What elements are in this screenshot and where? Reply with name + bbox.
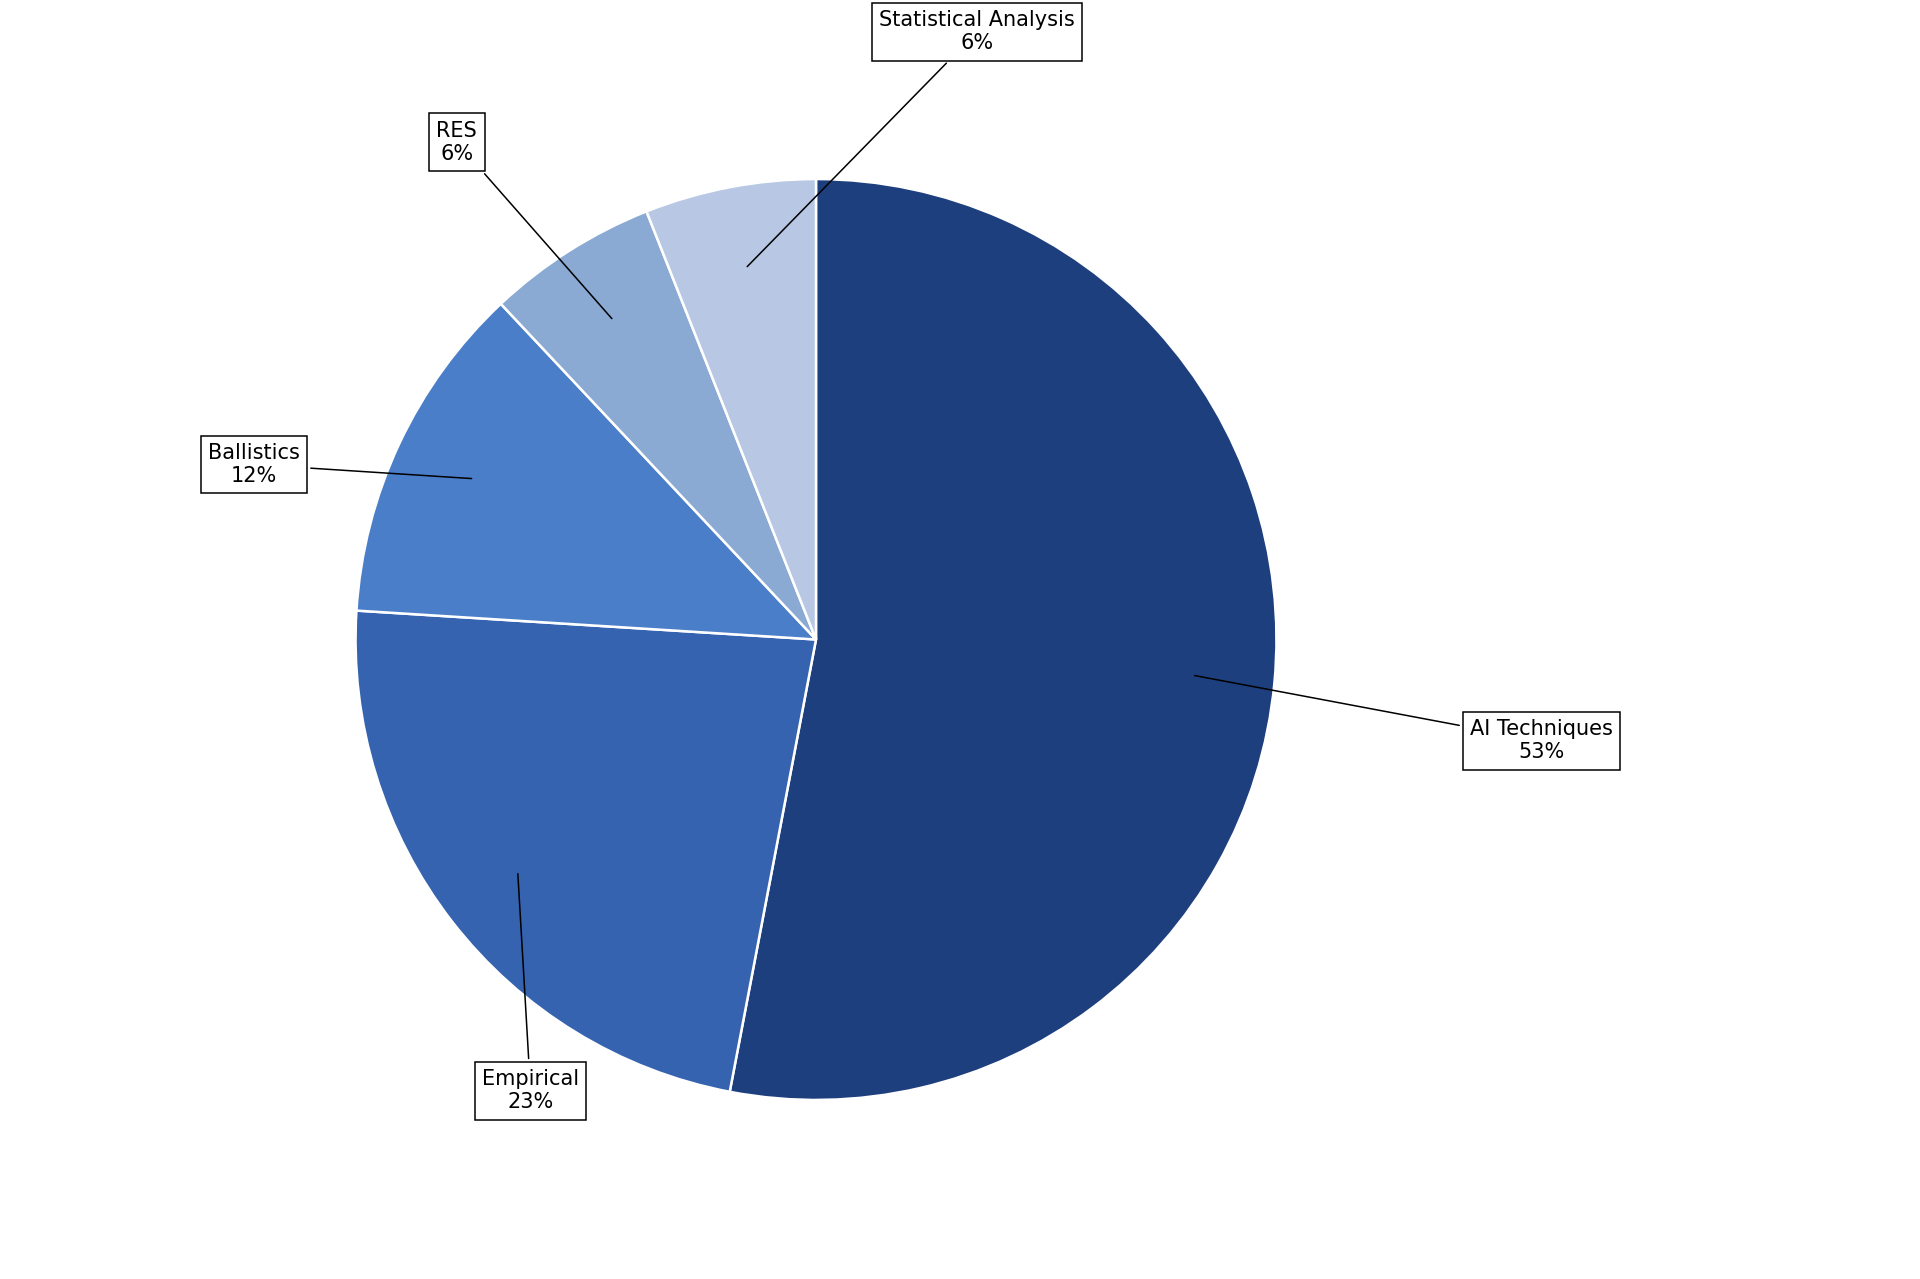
Text: RES
6%: RES 6% [436,120,612,318]
Text: Ballistics
12%: Ballistics 12% [209,443,472,486]
Text: Empirical
23%: Empirical 23% [482,874,580,1113]
Text: Statistical Analysis
6%: Statistical Analysis 6% [747,10,1075,266]
Wedge shape [355,610,816,1092]
Wedge shape [730,179,1277,1100]
Text: AI Techniques
53%: AI Techniques 53% [1194,675,1613,762]
Wedge shape [501,211,816,640]
Wedge shape [647,179,816,640]
Wedge shape [357,304,816,640]
